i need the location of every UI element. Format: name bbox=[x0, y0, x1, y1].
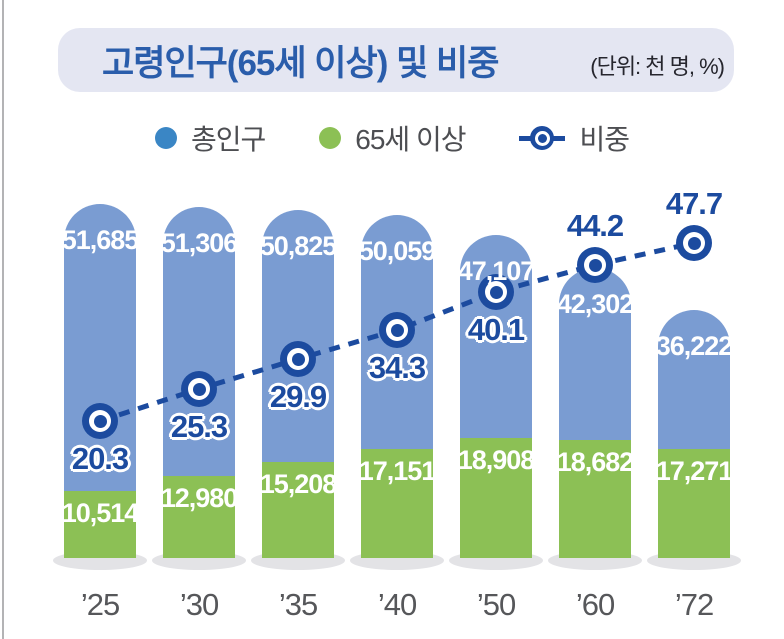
page-edge-line bbox=[2, 0, 4, 639]
ratio-value-label: 44.2 bbox=[566, 208, 624, 243]
elderly-segment bbox=[658, 449, 730, 558]
ratio-value-label: 20.3 bbox=[71, 441, 129, 476]
elderly-segment bbox=[163, 476, 235, 558]
total-value-label: 50,059 bbox=[358, 236, 437, 266]
green-dot-icon bbox=[319, 127, 342, 149]
ratio-marker bbox=[379, 312, 415, 348]
elderly-value-label: 17,151 bbox=[358, 456, 437, 486]
legend-item-total-population: 총인구 bbox=[154, 118, 266, 158]
blue-dot-icon bbox=[154, 127, 177, 149]
legend-label: 총인구 bbox=[190, 124, 266, 155]
ratio-value-label: 25.3 bbox=[170, 409, 228, 444]
ratio-value-label: 34.3 bbox=[368, 350, 426, 385]
ratio-marker bbox=[676, 225, 712, 261]
elderly-value-label: 12,980 bbox=[160, 483, 239, 513]
ratio-marker bbox=[181, 371, 217, 407]
x-axis-label: ’50 bbox=[476, 587, 516, 622]
elderly-value-label: 10,514 bbox=[61, 498, 140, 528]
bullseye-ring bbox=[530, 126, 555, 150]
total-value-label: 51,685 bbox=[61, 225, 140, 255]
total-value-label: 50,825 bbox=[259, 231, 338, 261]
total-value-label: 47,107 bbox=[457, 256, 536, 286]
total-value-label: 42,302 bbox=[556, 289, 635, 319]
elderly-value-label: 18,682 bbox=[556, 447, 635, 477]
ratio-value-label: 40.1 bbox=[467, 312, 525, 347]
bullseye-marker-icon bbox=[519, 126, 566, 150]
elderly-segment bbox=[460, 438, 532, 558]
page-title: 고령인구(65세 이상) 및 비중 bbox=[102, 43, 499, 83]
elderly-segment bbox=[559, 440, 631, 558]
ratio-value-label: 47.7 bbox=[665, 186, 723, 221]
elderly-value-label: 18,908 bbox=[457, 445, 536, 475]
title-bar: 고령인구(65세 이상) 및 비중 (단위: 천 명, %) bbox=[58, 28, 734, 92]
x-axis-label: ’35 bbox=[278, 587, 318, 622]
x-axis-label: ’72 bbox=[674, 587, 714, 622]
elderly-segment bbox=[262, 462, 334, 558]
unit-label: (단위: 천 명, %) bbox=[590, 54, 725, 79]
ratio-value-label: 29.9 bbox=[269, 379, 327, 414]
ratio-marker bbox=[280, 341, 316, 377]
ratio-marker bbox=[577, 247, 613, 283]
elderly-segment bbox=[361, 449, 433, 558]
x-axis-label: ’60 bbox=[575, 587, 615, 622]
elderly-segment bbox=[64, 491, 136, 558]
elderly-value-label: 17,271 bbox=[655, 456, 734, 486]
total-value-label: 36,222 bbox=[655, 331, 734, 361]
legend-label: 65세 이상 bbox=[355, 124, 466, 155]
legend: 총인구 65세 이상 비중 bbox=[0, 116, 784, 160]
ratio-marker bbox=[82, 403, 118, 439]
elderly-value-label: 15,208 bbox=[259, 469, 338, 499]
legend-item-ratio: 비중 bbox=[519, 118, 630, 158]
x-axis-label: ’25 bbox=[80, 587, 120, 622]
legend-label: 비중 bbox=[579, 124, 630, 155]
x-axis-label: ’30 bbox=[179, 587, 219, 622]
legend-item-age-65-plus: 65세 이상 bbox=[319, 118, 466, 158]
x-axis-label: ’40 bbox=[377, 587, 417, 622]
total-value-label: 51,306 bbox=[160, 228, 239, 258]
